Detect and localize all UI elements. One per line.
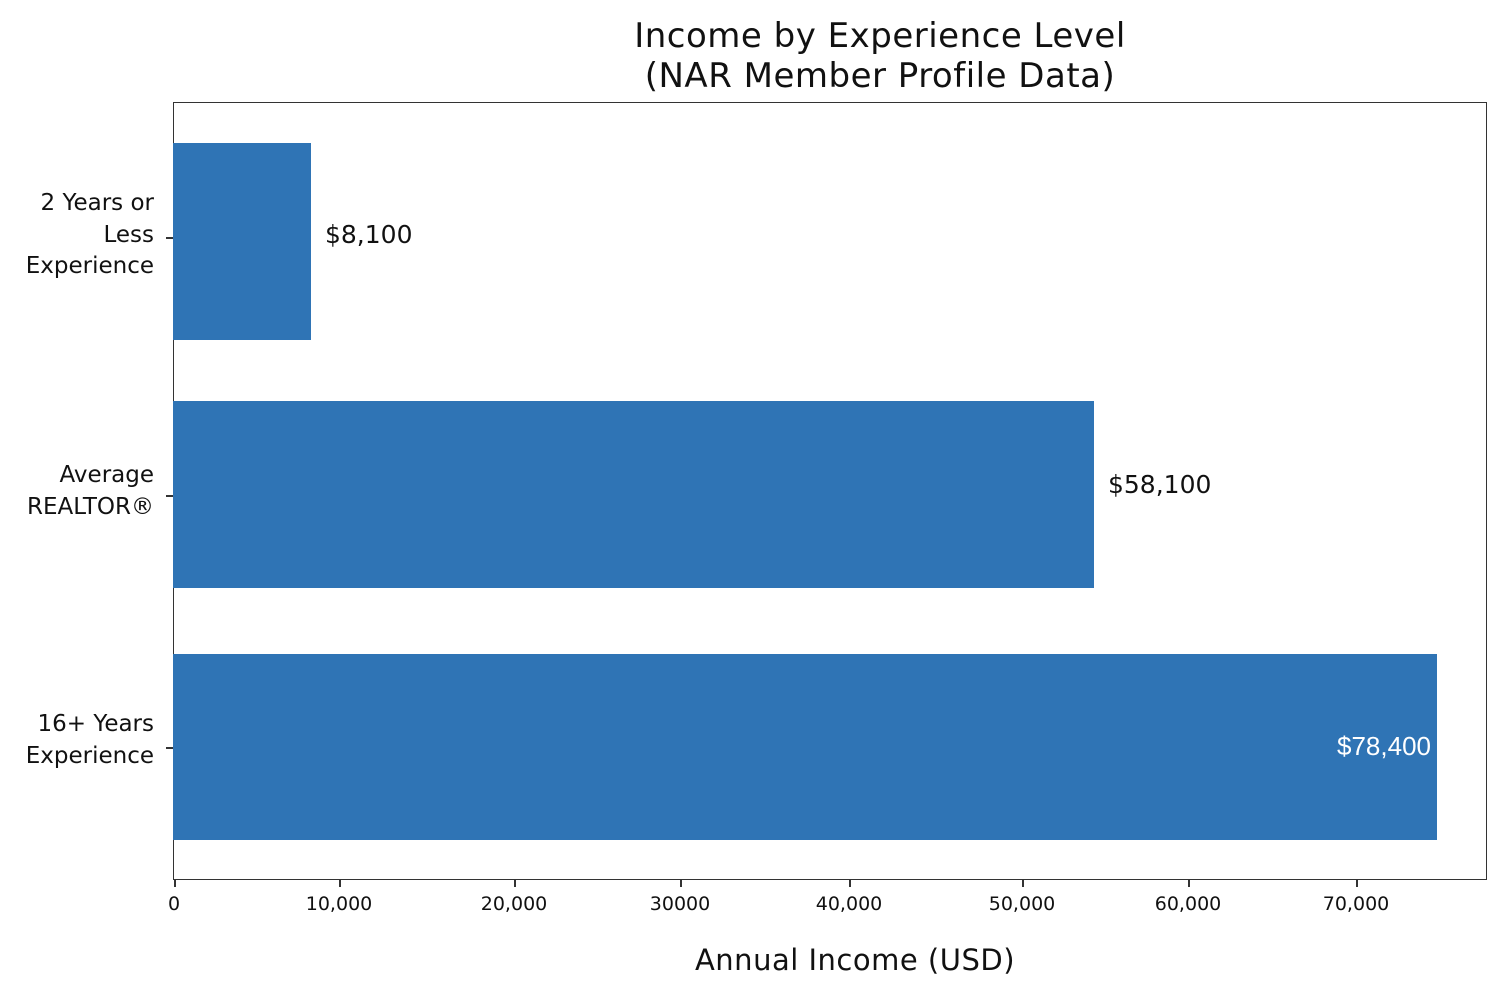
y-tick (166, 495, 173, 497)
x-tick-label: 70,000 (1322, 893, 1390, 915)
x-tick-label: 60,000 (1154, 893, 1222, 915)
y-label-2-years-or-less: 2 Years or Less Experience (25, 190, 154, 279)
y-tick (166, 747, 173, 749)
x-tick-label: 20,000 (480, 893, 548, 915)
x-tick-label: 50,000 (988, 893, 1056, 915)
x-axis-label: Annual Income (USD) (694, 943, 1016, 977)
x-tick (174, 880, 176, 887)
value-label-16-plus-years: $78,400 (1337, 731, 1431, 761)
chart-title-line-2: (NAR Member Profile Data) (644, 56, 1116, 96)
x-tick (1188, 880, 1190, 887)
x-tick (514, 880, 516, 887)
x-tick-label: 30000 (649, 893, 711, 915)
x-tick-label: 0 (167, 893, 181, 915)
value-label-average-realtor: $58,100 (1108, 470, 1212, 499)
y-label-16-plus-years: 16+ Years Experience (25, 711, 154, 769)
x-tick-label: 40,000 (815, 893, 883, 915)
bar-16-plus-years (173, 654, 1437, 840)
bar-2-years-or-less (173, 143, 311, 340)
x-tick (680, 880, 682, 887)
chart-title: Income by Experience Level (NAR Member P… (580, 16, 1180, 96)
x-tick-label: 10,000 (305, 893, 373, 915)
y-label-average-realtor: Average REALTOR® (26, 462, 154, 520)
x-tick (1022, 880, 1024, 887)
y-tick (166, 237, 173, 239)
x-tick (849, 880, 851, 887)
x-tick (339, 880, 341, 887)
chart-title-line-1: Income by Experience Level (634, 16, 1126, 56)
bar-average-realtor (173, 401, 1094, 588)
value-label-2-years-or-less: $8,100 (325, 220, 413, 249)
x-tick (1356, 880, 1358, 887)
